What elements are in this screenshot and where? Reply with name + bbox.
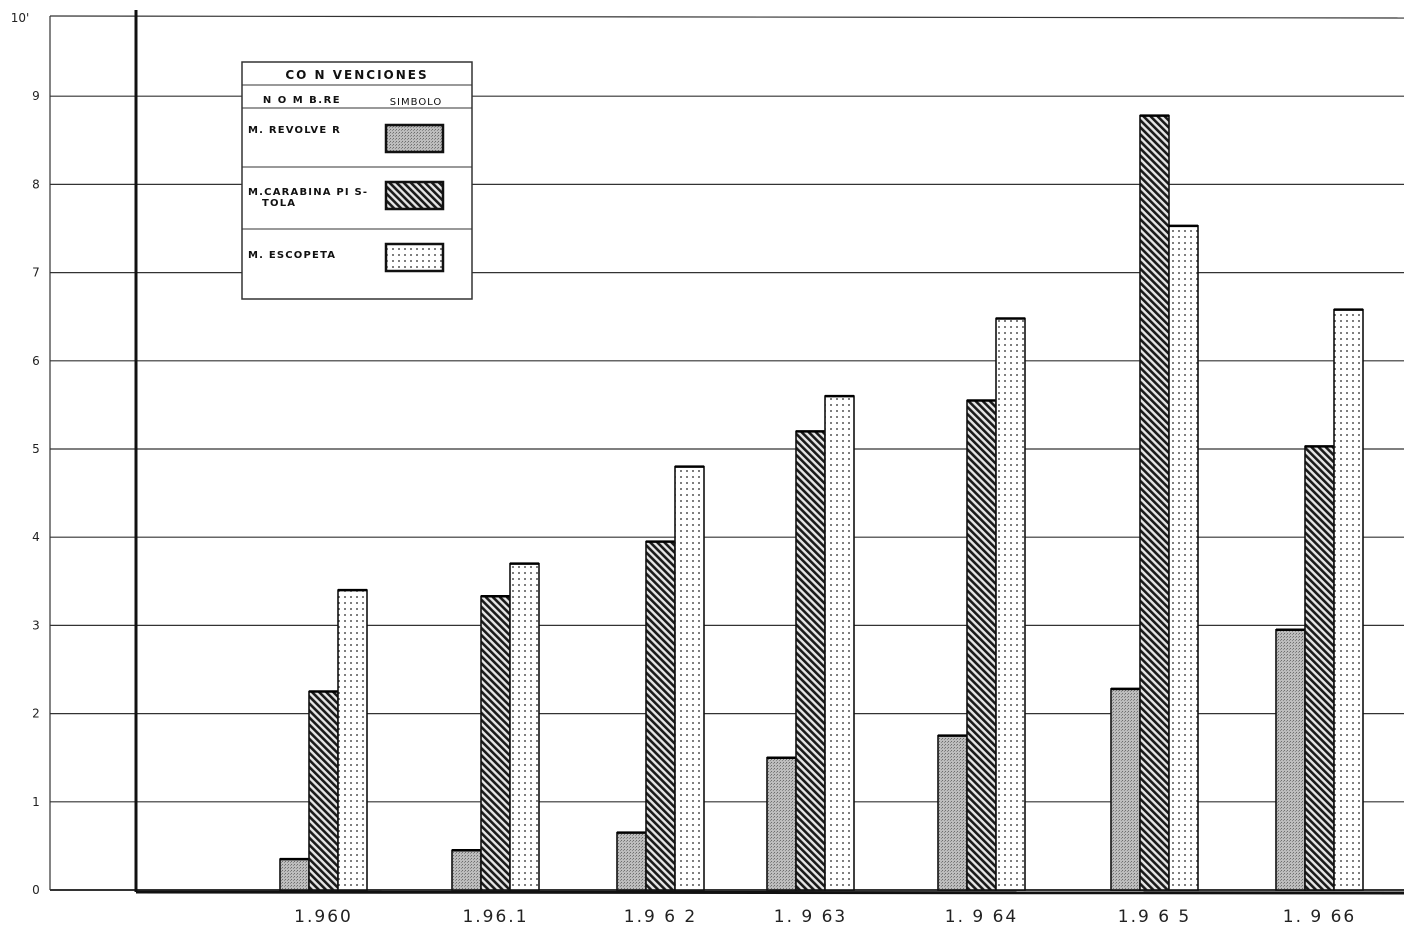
- x-axis: [135, 890, 1404, 895]
- y-tick-label: 3: [32, 618, 40, 632]
- legend-label: M.CARABINA PI S-: [248, 187, 368, 198]
- gridlines: [49, 15, 1404, 891]
- bar: [645, 540, 676, 891]
- bar: [1333, 308, 1364, 891]
- y-tick-label: 9: [32, 89, 40, 103]
- bar: [308, 690, 339, 891]
- legend-swatch: [384, 242, 445, 273]
- x-tick-label: 1. 9 66: [1283, 907, 1356, 927]
- bar: [937, 734, 968, 891]
- y-tick-label: 8: [32, 177, 40, 191]
- y-unit-label: 10': [11, 11, 30, 25]
- bar: [824, 395, 855, 891]
- bar: [279, 858, 310, 891]
- y-tick-label: 2: [32, 707, 40, 721]
- legend-col-name: N O M B.RE: [263, 95, 341, 106]
- legend-title: CO N VENCIONES: [285, 68, 428, 82]
- bar: [995, 317, 1026, 891]
- x-tick-label: 1.96.1: [462, 907, 528, 927]
- y-tick-label: 4: [32, 530, 40, 544]
- bar: [451, 849, 482, 891]
- bar: [509, 562, 540, 891]
- legend-swatch: [384, 180, 445, 211]
- y-tick-label: 0: [32, 883, 40, 897]
- y-tick-label: 6: [32, 354, 40, 368]
- x-tick-label: 1.960: [294, 907, 353, 927]
- bar: [1139, 114, 1170, 891]
- y-tick-label: 1: [32, 795, 40, 809]
- bar: [480, 595, 511, 891]
- legend-label: M. REVOLVE R: [248, 125, 341, 136]
- bar: [966, 399, 997, 891]
- bar: [1304, 445, 1335, 891]
- axes: [49, 10, 1404, 895]
- bar: [1275, 629, 1306, 891]
- y-tick-label: 7: [32, 266, 40, 280]
- x-tick-label: 1.9 6 2: [624, 907, 697, 927]
- legend: CO N VENCIONES N O M B.RE SIMBOLO M. REVOLV…: [241, 61, 473, 300]
- bar: [1110, 688, 1141, 891]
- tick-labels: 0 1 2 3 4 5 6 7 8 9 10' 1.960 1.96.1 1.9 6 2 1. 9 63 1.…: [11, 11, 1356, 927]
- y-tick-label: 5: [32, 442, 40, 456]
- x-tick-label: 1.9 6 5: [1118, 907, 1191, 927]
- gridline: [49, 15, 1404, 19]
- bar: [616, 831, 647, 891]
- bar: [766, 756, 797, 891]
- x-tick-label: 1. 9 63: [774, 907, 847, 927]
- legend-label-line2: TOLA: [262, 198, 296, 209]
- bar: [674, 465, 705, 891]
- legend-label: M. ESCOPETA: [248, 250, 336, 261]
- bars: [279, 114, 1364, 891]
- legend-col-symbol: SIMBOLO: [390, 97, 443, 108]
- bar: [337, 589, 368, 891]
- legend-swatch: [384, 123, 445, 154]
- bar: [795, 430, 826, 891]
- x-tick-label: 1. 9 64: [945, 907, 1018, 927]
- bar: [1168, 225, 1199, 891]
